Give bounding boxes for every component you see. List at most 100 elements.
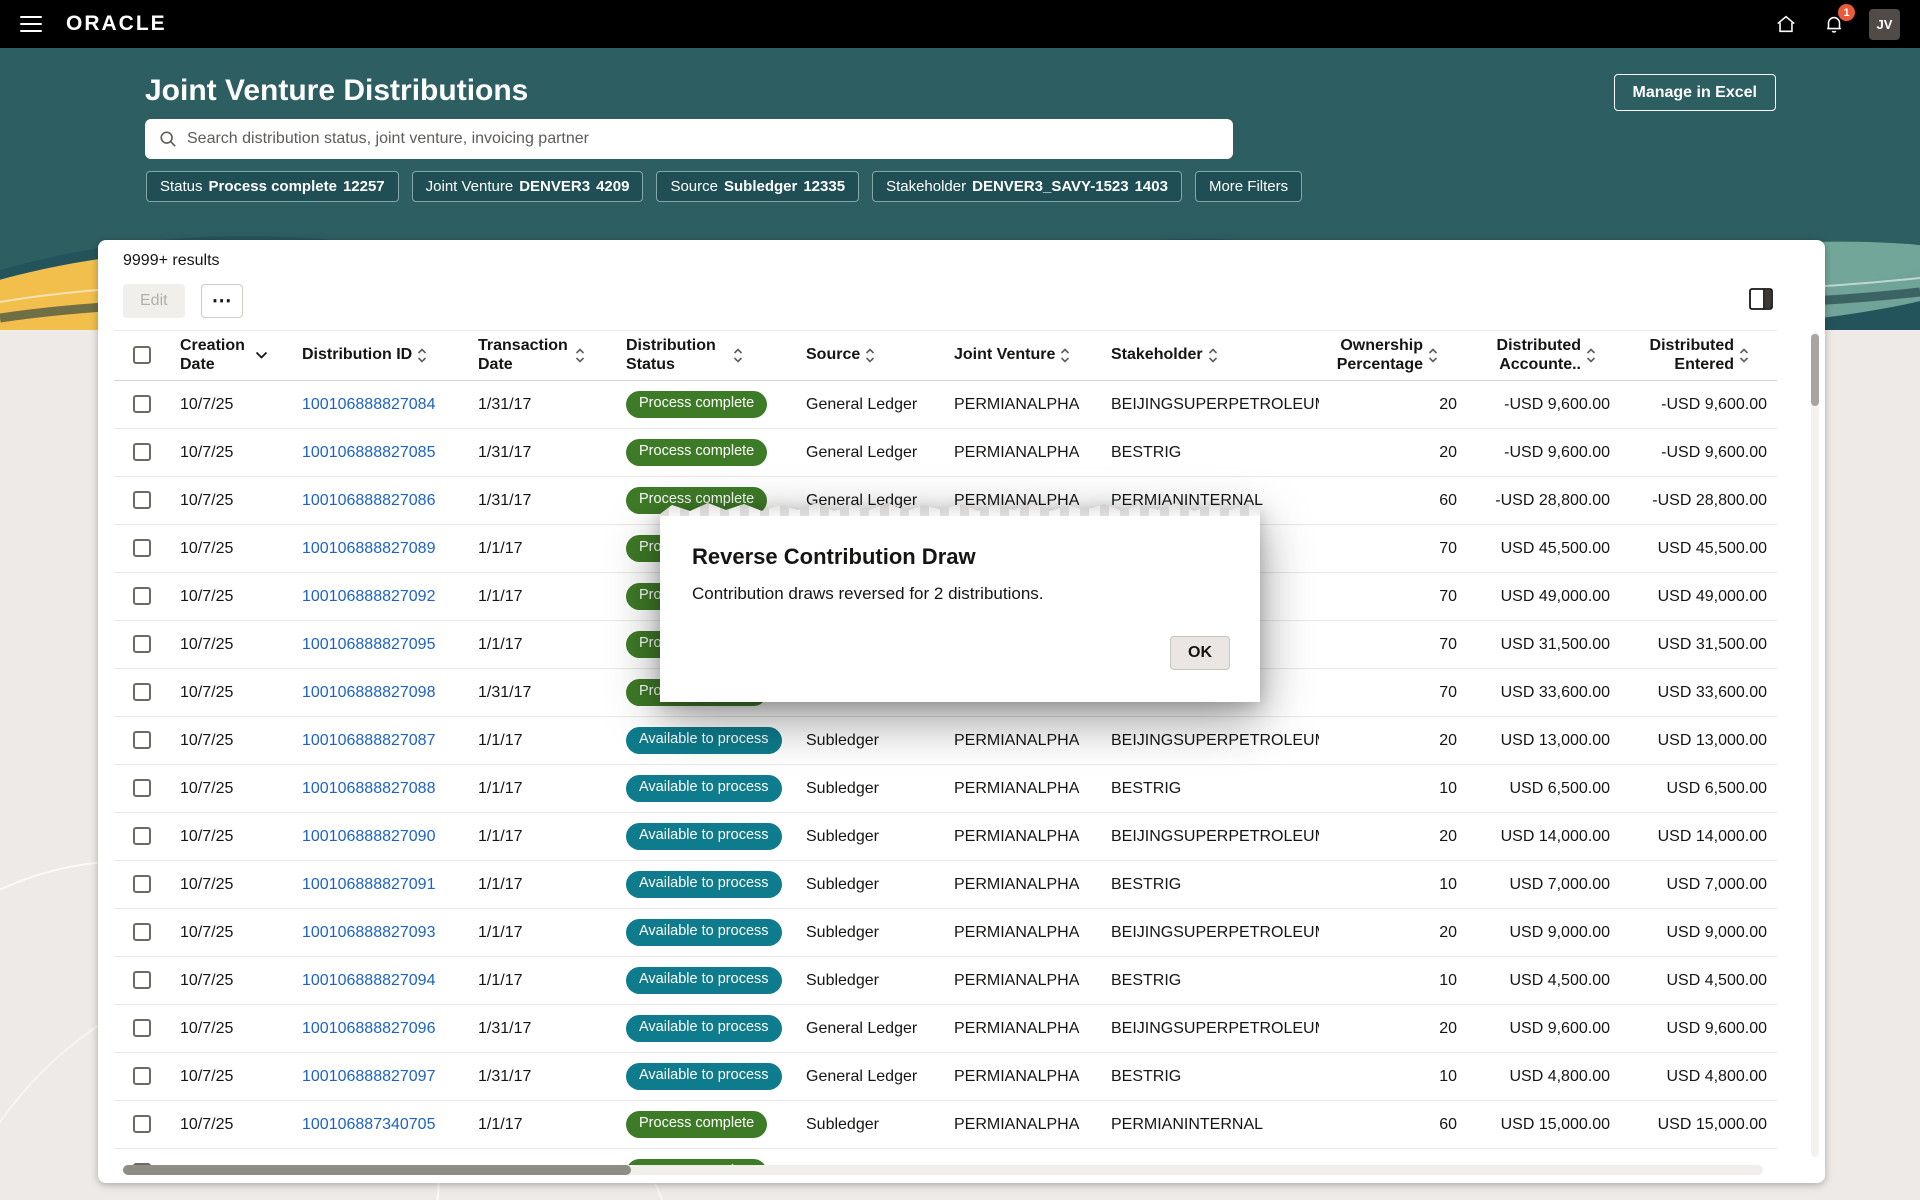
column-header-distributed-entered[interactable]: Distributed Entered	[1620, 330, 1777, 381]
filter-chip-more-filters[interactable]: More Filters	[1194, 171, 1303, 202]
column-header-source[interactable]: Source	[796, 330, 944, 381]
row-checkbox[interactable]	[133, 779, 151, 798]
status-badge: Available to process	[626, 775, 782, 802]
sort-icon	[1428, 348, 1438, 363]
cell-txn-date: 1/1/17	[468, 860, 616, 909]
row-checkbox[interactable]	[133, 923, 151, 942]
row-checkbox[interactable]	[133, 731, 151, 750]
vertical-scrollbar[interactable]	[1811, 332, 1819, 1157]
row-checkbox[interactable]	[133, 539, 151, 558]
manage-columns-button[interactable]	[1745, 284, 1777, 316]
cell-id: 100106888827091	[292, 860, 468, 909]
cell-status: Available to process	[616, 1052, 796, 1101]
status-badge: Process complete	[626, 1111, 768, 1138]
filter-chip-joint-venture[interactable]: Joint Venture DENVER3 4209	[411, 171, 644, 202]
distribution-id-link[interactable]: 100106888827088	[302, 779, 436, 797]
cell-source: General Ledger	[796, 1004, 944, 1053]
distribution-id-link[interactable]: 100106888827085	[302, 443, 436, 461]
filter-chip-stakeholder[interactable]: Stakeholder DENVER3_SAVY-1523 1403	[872, 171, 1182, 202]
column-header-creation-date[interactable]: Creation Date	[170, 330, 292, 381]
column-header-ownership-percentage[interactable]: Ownership Percentage	[1319, 330, 1467, 381]
column-label: Stakeholder	[1111, 346, 1203, 364]
row-checkbox[interactable]	[133, 635, 151, 654]
row-checkbox[interactable]	[133, 827, 151, 846]
vertical-scrollbar-thumb[interactable]	[1811, 334, 1819, 406]
column-header-transaction-date[interactable]: Transaction Date	[468, 330, 616, 381]
column-header-stakeholder[interactable]: Stakeholder	[1101, 330, 1319, 381]
search-input[interactable]	[187, 130, 1219, 148]
cell-txn-date: 1/31/17	[468, 476, 616, 525]
cell-id: 100106887340705	[292, 1100, 468, 1149]
edit-button[interactable]: Edit	[123, 284, 185, 318]
cell-entered: USD 15,000.00	[1620, 1100, 1777, 1149]
cell-creation-date: 10/7/25	[170, 812, 292, 861]
more-actions-button[interactable]: ⋯	[200, 284, 243, 318]
cell-stakeholder: BEIJINGSUPERPETROLEUM	[1101, 380, 1319, 429]
horizontal-scrollbar-thumb[interactable]	[123, 1165, 632, 1175]
distribution-id-link[interactable]: 100106888827089	[302, 539, 436, 557]
distribution-id-link[interactable]: 100106888827094	[302, 971, 436, 989]
cell-status: Available to process	[616, 716, 796, 765]
cell-checkbox	[114, 428, 170, 477]
row-checkbox[interactable]	[133, 683, 151, 702]
distribution-id-link[interactable]: 100106888827092	[302, 587, 436, 605]
filter-chip-source[interactable]: Source Subledger 12335	[656, 171, 860, 202]
cell-entered: USD 4,800.00	[1620, 1052, 1777, 1101]
cell-txn-date: 1/1/17	[468, 524, 616, 573]
distribution-id-link[interactable]: 100106888827097	[302, 1067, 436, 1085]
user-avatar[interactable]: JV	[1869, 8, 1900, 40]
table-row: 10/7/25 100106888827090 1/1/17 Available to…	[114, 812, 1777, 861]
distribution-id-link[interactable]: 100106888827090	[302, 827, 436, 845]
notifications-bell-icon[interactable]: 1	[1821, 4, 1855, 37]
dialog-ok-button[interactable]: OK	[1170, 636, 1230, 670]
cell-txn-date: 1/31/17	[468, 1052, 616, 1101]
row-checkbox[interactable]	[133, 443, 151, 462]
cell-status: Available to process	[616, 1004, 796, 1053]
cell-txn-date: 1/1/17	[468, 1100, 616, 1149]
distribution-id-link[interactable]: 100106888827095	[302, 635, 436, 653]
select-all-checkbox[interactable]	[133, 346, 151, 365]
hamburger-menu-icon[interactable]	[20, 11, 42, 37]
row-checkbox[interactable]	[133, 971, 151, 990]
row-checkbox[interactable]	[133, 1067, 151, 1086]
horizontal-scrollbar[interactable]	[123, 1165, 1763, 1175]
distribution-id-link[interactable]: 100106888827086	[302, 491, 436, 509]
filter-chip-status[interactable]: Status Process complete 12257	[146, 171, 399, 202]
cell-status: Process complete	[616, 380, 796, 429]
cell-accounted: -USD 9,600.00	[1467, 428, 1620, 477]
distribution-id-link[interactable]: 100106888827093	[302, 923, 436, 941]
cell-id: 100106888827088	[292, 764, 468, 813]
cell-entered: USD 49,000.00	[1620, 572, 1777, 621]
cell-entered: -USD 9,600.00	[1620, 428, 1777, 477]
distribution-id-link[interactable]: 100106888827084	[302, 395, 436, 413]
row-checkbox[interactable]	[133, 587, 151, 606]
distribution-id-link[interactable]: 100106888827091	[302, 875, 436, 893]
cell-creation-date: 10/7/25	[170, 428, 292, 477]
distribution-id-link[interactable]: 100106888827096	[302, 1019, 436, 1037]
column-header-distribution-id[interactable]: Distribution ID	[292, 330, 468, 381]
row-checkbox[interactable]	[133, 875, 151, 894]
distribution-id-link[interactable]: 100106888827087	[302, 731, 436, 749]
home-icon[interactable]	[1773, 11, 1799, 37]
distribution-id-link[interactable]: 100106888827098	[302, 683, 436, 701]
column-label: Joint Venture	[954, 346, 1056, 364]
row-checkbox[interactable]	[133, 1019, 151, 1038]
cell-checkbox	[114, 908, 170, 957]
cell-id: 100106888827086	[292, 476, 468, 525]
column-header-distributed-accounte[interactable]: Distributed Accounte..	[1467, 330, 1620, 381]
column-header-distribution-status[interactable]: Distribution Status	[616, 330, 796, 381]
cell-checkbox	[114, 476, 170, 525]
column-header-joint-venture[interactable]: Joint Venture	[944, 330, 1101, 381]
row-checkbox[interactable]	[133, 491, 151, 510]
cell-entered: -USD 9,600.00	[1620, 380, 1777, 429]
cell-checkbox	[114, 1004, 170, 1053]
cell-entered: USD 6,500.00	[1620, 764, 1777, 813]
distribution-id-link[interactable]: 100106887340705	[302, 1115, 436, 1133]
row-checkbox[interactable]	[133, 395, 151, 414]
manage-in-excel-button[interactable]: Manage in Excel	[1613, 74, 1776, 111]
column-label: Distribution ID	[302, 346, 413, 364]
row-checkbox[interactable]	[133, 1115, 151, 1134]
cell-checkbox	[114, 716, 170, 765]
distributions-table: Creation Date Distribution ID Transaction …	[114, 330, 1777, 1183]
table-toolbar: Edit ⋯	[123, 284, 243, 318]
